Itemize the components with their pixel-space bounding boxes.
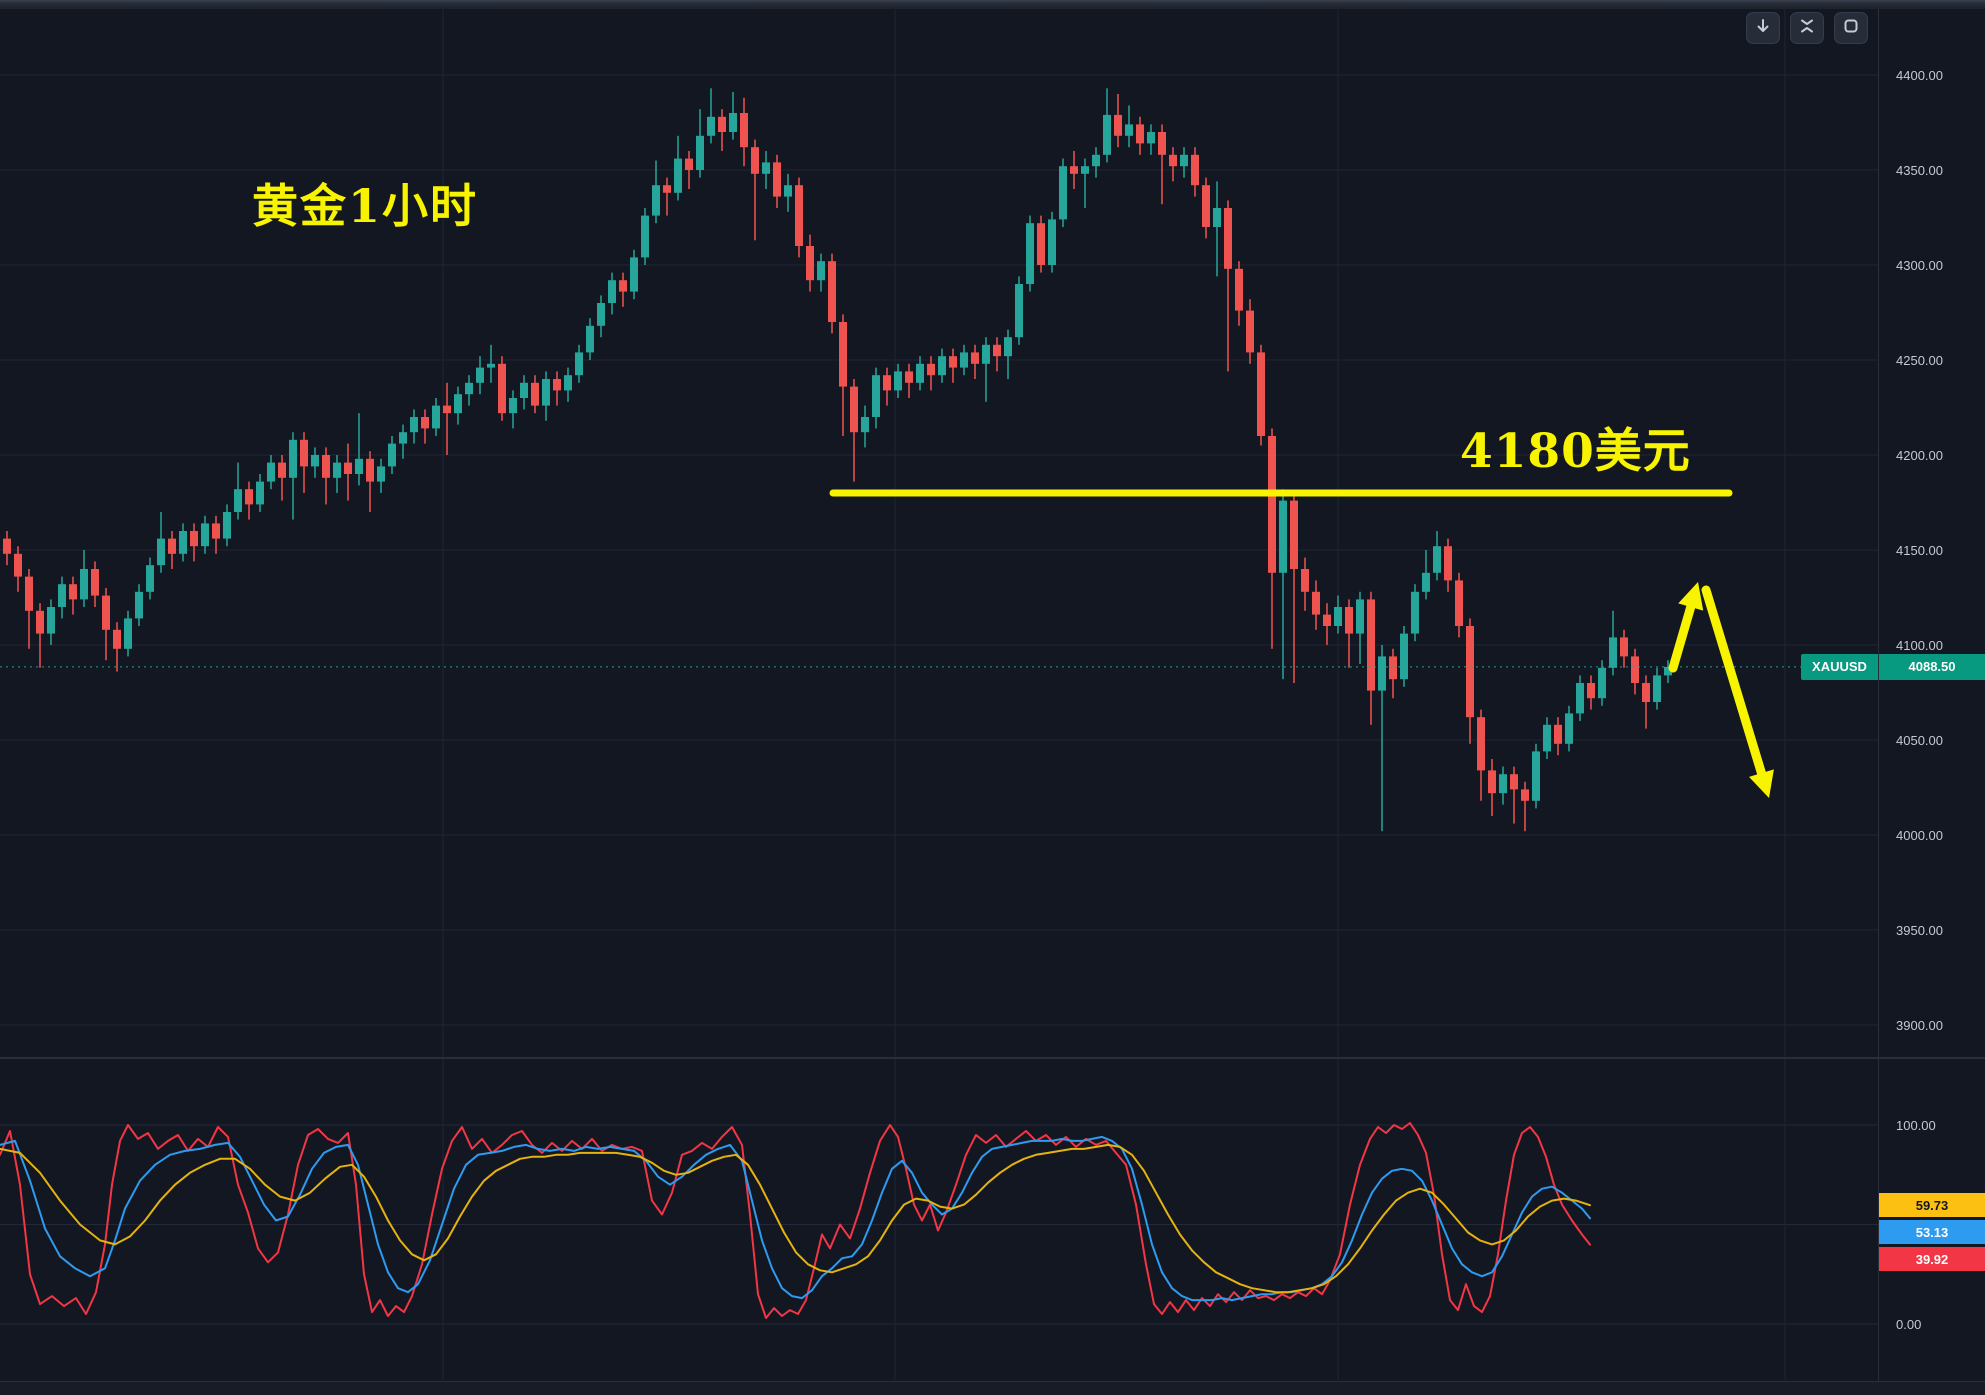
candlestick-series [3,88,1672,832]
price-tick-label: 4100.00 [1896,638,1943,653]
last-price-badge: 4088.50 [1879,653,1985,680]
scroll-to-latest-button[interactable] [1746,12,1780,44]
price-tick-label: 4400.00 [1896,68,1943,83]
annotation-level-label: 4180美元 [1460,424,1691,479]
window-top-strip [0,0,1985,9]
price-tick-label: 3950.00 [1896,923,1943,938]
pane-divider[interactable] [0,1057,1985,1059]
indicator-value-badge: 59.73 [1879,1193,1985,1218]
indicator-value-badge: 39.92 [1879,1247,1985,1272]
price-tick-label: 4200.00 [1896,448,1943,463]
symbol-price-label: XAUUSD [1801,653,1878,680]
arrow-down-icon [1755,18,1771,39]
indicator-tick-label: 0.00 [1896,1317,1922,1332]
maximize-icon [1843,18,1859,39]
pane-toolbar [1746,12,1868,44]
indicator-line-fast [0,1122,1591,1319]
time-axis-strip[interactable] [0,1381,1985,1395]
indicator-value-badge: 53.13 [1879,1220,1985,1245]
collapse-icon [1799,18,1815,39]
price-axis-border [1878,9,1879,1395]
price-tick-label: 4050.00 [1896,733,1943,748]
price-tick-label: 3900.00 [1896,1018,1943,1033]
collapse-pane-button[interactable] [1790,12,1824,44]
arrow-up-annotation [1668,597,1697,673]
price-tick-label: 4150.00 [1896,543,1943,558]
arrow-down-annotation [1701,585,1768,783]
arrow-down-annotation-head [1749,769,1774,798]
indicator-line-mid [0,1135,1591,1302]
arrow-up-annotation-head [1678,582,1704,611]
annotation-title: 黄金1小时 [252,179,479,233]
price-tick-label: 4000.00 [1896,828,1943,843]
price-tick-label: 4250.00 [1896,353,1943,368]
price-tick-label: 4350.00 [1896,163,1943,178]
indicator-line-slow [0,1143,1591,1294]
price-tick-label: 4300.00 [1896,258,1943,273]
maximize-pane-button[interactable] [1834,12,1868,44]
indicator-tick-label: 100.00 [1896,1118,1936,1133]
